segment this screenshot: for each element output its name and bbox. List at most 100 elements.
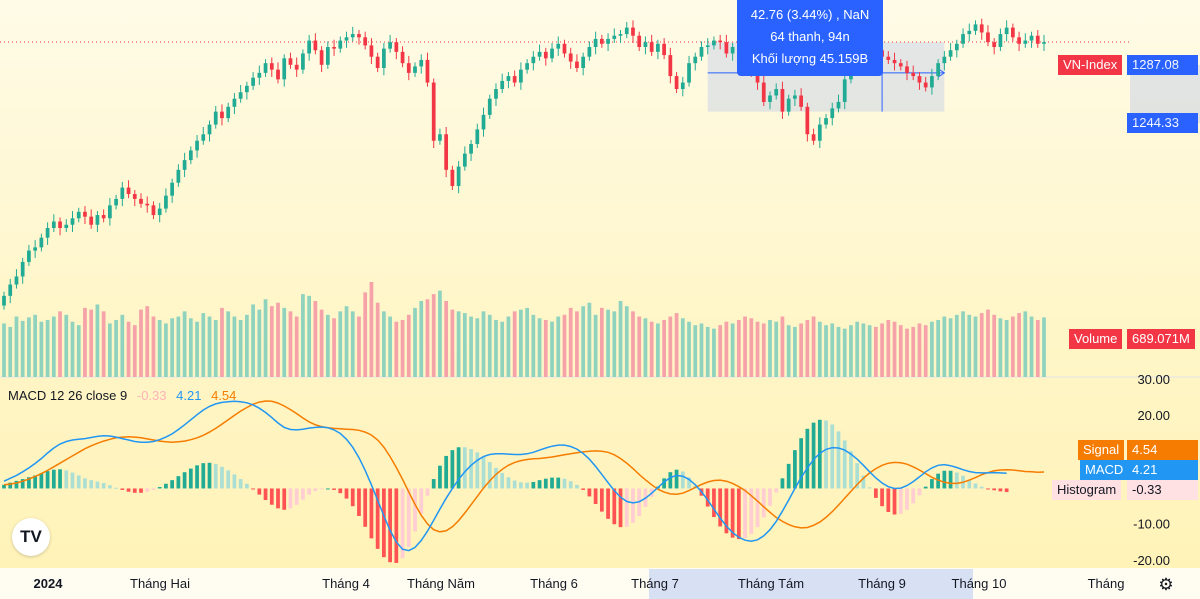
candle-body: [556, 43, 561, 49]
candle-body: [936, 63, 940, 77]
volume-bar: [481, 311, 486, 377]
candle-body: [363, 37, 368, 46]
volume-bar: [257, 309, 262, 377]
histogram-bar: [768, 488, 772, 506]
plot-background: [0, 0, 1130, 568]
candle-body: [413, 66, 417, 73]
histogram-bar: [400, 488, 405, 559]
macd-legend[interactable]: MACD 12 26 close 9 -0.33 4.21 4.54: [8, 388, 242, 403]
histogram-bar: [145, 488, 150, 492]
histogram-bar: [948, 470, 953, 489]
candle-body: [656, 43, 660, 52]
symbol-tag[interactable]: VN-Index: [1058, 55, 1123, 75]
tradingview-logo[interactable]: TV: [12, 518, 50, 556]
histogram-bar: [581, 488, 586, 490]
histogram-bar: [139, 488, 143, 493]
candle-body: [512, 76, 517, 83]
volume-bar: [581, 306, 586, 377]
histogram-bar: [506, 477, 511, 489]
candle-body: [911, 72, 916, 77]
volume-bar: [1017, 313, 1021, 377]
volume-bar: [394, 321, 399, 377]
candle-body: [487, 98, 492, 115]
candle-body: [438, 134, 442, 141]
volume-bar: [562, 314, 567, 377]
candle-body: [525, 63, 529, 70]
histogram-label-tag[interactable]: Histogram: [1052, 480, 1122, 500]
volume-bar: [319, 309, 324, 377]
candle-body: [251, 77, 255, 86]
signal-label-tag[interactable]: Signal: [1078, 440, 1125, 460]
histogram-bar: [344, 488, 349, 499]
histogram-bar: [58, 469, 62, 489]
histogram-bar: [357, 488, 361, 516]
signal-value-tag[interactable]: 4.54: [1127, 440, 1198, 460]
candle-body: [562, 43, 567, 54]
histogram-bar: [245, 483, 249, 489]
volume-bar: [475, 318, 480, 377]
time-axis-background[interactable]: [0, 568, 1200, 599]
histogram-bar: [257, 488, 262, 495]
volume-bar: [886, 320, 891, 377]
volume-bar: [674, 313, 679, 377]
volume-bar: [70, 321, 75, 377]
histogram-bar: [986, 488, 990, 490]
macd-value-tag[interactable]: 4.21: [1127, 460, 1198, 480]
histogram-bar: [406, 488, 411, 548]
volume-bar: [992, 314, 997, 377]
candle-body: [575, 61, 579, 69]
histogram-bar: [550, 477, 554, 489]
candle-body: [319, 50, 324, 65]
candle-body: [145, 203, 150, 206]
volume-bar: [699, 323, 704, 377]
histogram-bar: [363, 488, 368, 527]
histogram-bar: [967, 479, 972, 489]
last-price-tag[interactable]: 1287.08: [1127, 55, 1198, 75]
volume-bar: [76, 325, 81, 377]
volume-bar: [512, 311, 517, 377]
candle-body: [456, 166, 461, 186]
volume-bar: [276, 302, 280, 377]
volume-bar: [263, 299, 268, 377]
volume-bar: [58, 311, 62, 377]
macd-label-tag[interactable]: MACD: [1080, 460, 1129, 480]
histogram-bar: [319, 488, 324, 490]
volume-bar: [294, 316, 299, 377]
histogram-bar: [307, 488, 312, 495]
candle-body: [406, 63, 411, 73]
volume-value-tag[interactable]: 689.071M: [1127, 329, 1195, 349]
volume-bar: [575, 311, 579, 377]
volume-bar: [873, 326, 878, 377]
volume-bar: [942, 316, 947, 377]
volume-bar: [880, 323, 884, 377]
volume-bar: [936, 320, 940, 377]
volume-bar: [450, 309, 455, 377]
volume-bar: [444, 301, 449, 377]
histogram-value-tag[interactable]: -0.33: [1127, 480, 1198, 500]
histogram-bar: [8, 482, 13, 489]
settings-gear-icon[interactable]: ⚙: [1158, 575, 1174, 594]
volume-bar: [487, 314, 492, 377]
histogram-bar: [27, 477, 31, 489]
histogram-bar: [880, 488, 884, 507]
histogram-bar: [512, 480, 517, 489]
candle-body: [593, 38, 598, 48]
volume-bar: [132, 325, 137, 377]
volume-bar: [232, 316, 237, 377]
volume-bar: [438, 290, 442, 377]
volume-label-tag[interactable]: Volume: [1069, 329, 1123, 349]
volume-bar: [892, 321, 897, 377]
candle-body: [1035, 35, 1040, 44]
volume-bar: [344, 306, 349, 377]
time-range-highlight: [649, 569, 973, 599]
volume-bar: [431, 294, 436, 377]
candle-body: [132, 194, 137, 199]
histogram-bar: [606, 488, 610, 519]
candle-body: [176, 169, 181, 183]
candle-body: [1010, 27, 1015, 38]
candle-body: [64, 224, 69, 228]
histogram-bar: [438, 465, 442, 489]
range-low-tag[interactable]: 1244.33: [1127, 113, 1198, 133]
